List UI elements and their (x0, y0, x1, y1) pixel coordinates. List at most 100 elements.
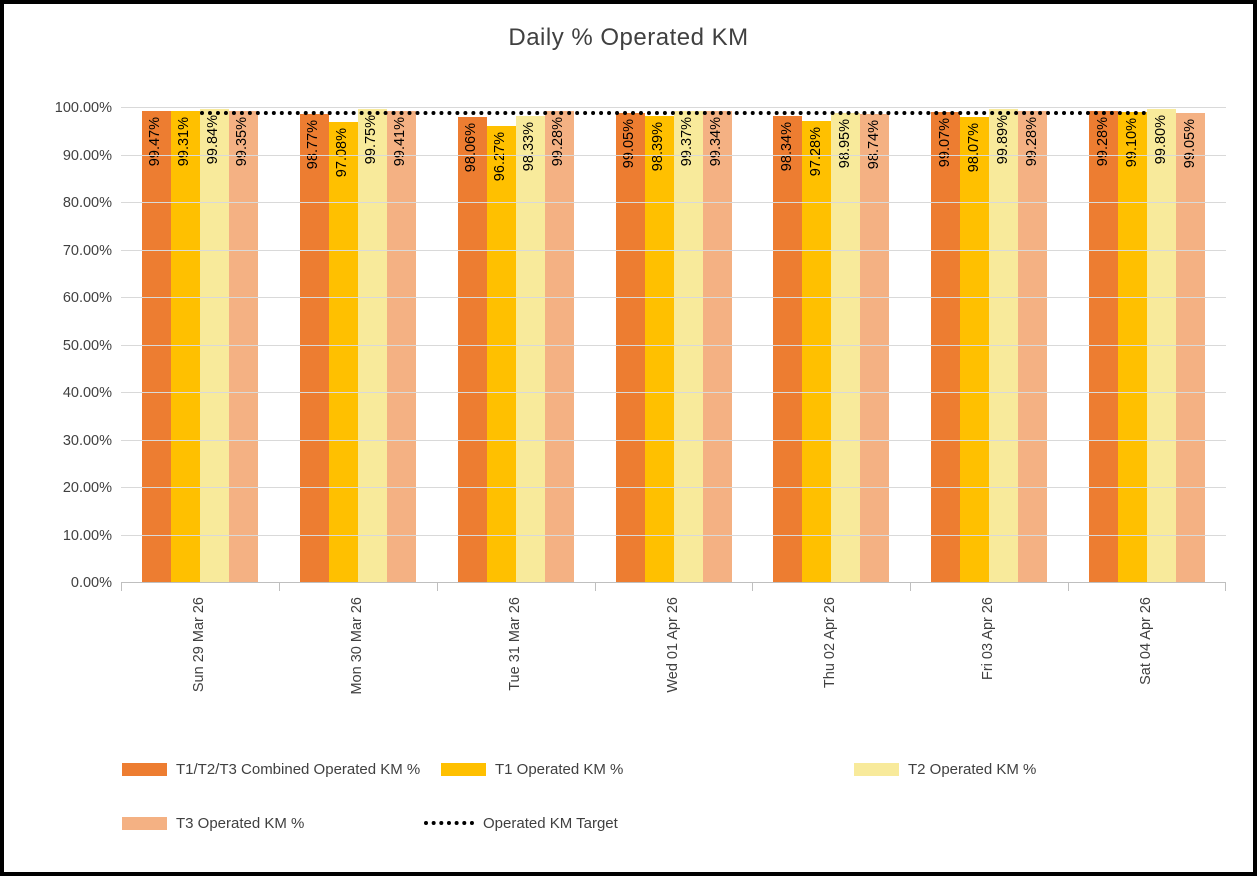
bar-group: 99.07% 98.07% 99.89% 99.28% (910, 108, 1068, 583)
bar: 99.34% (702, 111, 732, 583)
x-axis-tick (595, 583, 596, 591)
legend-swatch-t1 (441, 762, 486, 776)
bar: 99.07% (931, 112, 961, 583)
bar-group: 98.06% 96.27% 98.33% 99.28% (437, 108, 595, 583)
legend-label-t3: T3 Operated KM % (176, 814, 305, 832)
bar-data-label: 99.07% (936, 118, 953, 168)
bar-data-label: 99.10% (1123, 118, 1140, 168)
bar: 97.08% (328, 121, 358, 583)
legend-item-combined: T1/T2/T3 Combined Operated KM % (122, 759, 420, 779)
bar: 99.37% (673, 111, 703, 583)
x-axis-category-label: Thu 02 Apr 26 (822, 597, 839, 689)
target-line (199, 111, 1148, 115)
bar-data-label: 99.89% (994, 114, 1011, 164)
y-axis-tick-label: 70.00% (62, 242, 112, 259)
bar-data-label: 98.39% (650, 121, 667, 171)
bar-data-label: 99.28% (550, 117, 567, 167)
gridline (121, 202, 1226, 203)
legend-label-combined: T1/T2/T3 Combined Operated KM % (176, 760, 421, 778)
bar: 99.41% (386, 110, 416, 583)
legend-swatch-combined (122, 762, 167, 776)
legend-item-target: Operated KM Target (424, 813, 618, 833)
bar-series-container: 99.47% 99.31% 99.84% 99.35% 98.77% 97.08% 99.7… (121, 108, 1226, 583)
bar: 98.77% (299, 113, 329, 583)
bar: 99.75% (357, 109, 387, 583)
bar-group: 98.34% 97.28% 98.95% 98.74% (752, 108, 910, 583)
bar-data-label: 99.05% (621, 118, 638, 168)
x-axis-tick (121, 583, 122, 591)
bar-data-label: 99.41% (392, 116, 409, 166)
bar: 99.80% (1147, 108, 1177, 583)
bar-data-label: 99.34% (708, 117, 725, 167)
legend-label-t2: T2 Operated KM % (908, 760, 1037, 778)
bar: 99.31% (170, 111, 200, 583)
bar-data-label: 98.95% (836, 119, 853, 169)
bar-data-label: 98.77% (305, 119, 322, 170)
bar-data-label: 98.34% (778, 121, 795, 172)
bar-data-label: 99.75% (363, 115, 380, 165)
bar: 99.89% (989, 108, 1019, 583)
x-axis-category-label: Mon 30 Mar 26 (348, 597, 365, 695)
gridline (121, 107, 1226, 108)
x-axis-category-label: Sat 04 Apr 26 (1138, 597, 1155, 685)
bar: 96.27% (486, 125, 516, 583)
bar-data-label: 99.37% (679, 117, 696, 167)
x-axis-tick (1068, 583, 1069, 591)
bar: 99.05% (1176, 112, 1206, 583)
bar: 98.95% (831, 113, 861, 583)
bar: 98.39% (644, 115, 674, 583)
bar-group: 99.28% 99.10% 99.80% 99.05% (1068, 108, 1226, 583)
bar-data-label: 99.84% (205, 114, 222, 164)
y-axis-tick-label: 80.00% (62, 195, 112, 211)
gridline (121, 392, 1226, 393)
x-axis-category-label: Sun 29 Mar 26 (190, 597, 207, 693)
y-axis-tick-label: 20.00% (62, 480, 112, 496)
bar-data-label: 99.47% (147, 116, 164, 166)
legend-item-t2: T2 Operated KM % (854, 759, 1036, 779)
x-axis-line (121, 582, 1226, 583)
y-axis-tick-label: 100.00% (54, 100, 112, 116)
legend-item-t1: T1 Operated KM % (441, 759, 623, 779)
bar-group: 99.47% 99.31% 99.84% 99.35% (121, 108, 279, 583)
x-axis-category-label: Fri 03 Apr 26 (980, 597, 997, 681)
gridline (121, 439, 1226, 441)
bar-data-label: 98.74% (865, 120, 882, 170)
legend-label-target: Operated KM Target (483, 814, 618, 832)
x-axis-category-label: Tue 31 Mar 26 (506, 597, 523, 691)
bar: 99.05% (615, 112, 645, 583)
bar-data-label: 97.28% (807, 126, 824, 177)
bar: 98.34% (773, 115, 803, 583)
bar-data-label: 99.28% (1094, 117, 1111, 167)
y-axis-tick-label: 50.00% (62, 337, 112, 354)
x-axis-category-label: Wed 01 Apr 26 (664, 597, 681, 693)
y-axis-tick-label: 0.00% (70, 575, 112, 591)
plot-area: 99.47% 99.31% 99.84% 99.35% 98.77% 97.08% 99.7… (121, 107, 1226, 591)
gridline (121, 154, 1226, 156)
bar-data-label: 99.05% (1181, 118, 1198, 168)
legend-swatch-t3 (122, 816, 167, 830)
y-axis-tick-label: 60.00% (62, 290, 112, 306)
bar: 97.28% (802, 120, 832, 583)
legend-label-t1: T1 Operated KM % (495, 760, 624, 778)
bar: 99.28% (544, 111, 574, 583)
bar: 98.06% (457, 117, 487, 583)
gridline (121, 487, 1226, 488)
bar-data-label: 96.27% (492, 131, 509, 181)
x-axis-tick (1225, 583, 1226, 591)
y-axis-tick-label: 10.00% (62, 527, 112, 544)
gridline (121, 297, 1226, 298)
x-axis-labels: Sun 29 Mar 26 Mon 30 Mar 26 Tue 31 Mar 26 W… (121, 587, 1226, 737)
bar-data-label: 98.06% (463, 123, 480, 173)
bar-data-label: 98.07% (965, 123, 982, 173)
chart-title: Daily % Operated KM (508, 24, 749, 51)
bar-data-label: 97.08% (334, 127, 351, 178)
bar: 99.84% (199, 108, 229, 583)
bar-data-label: 99.35% (234, 117, 251, 167)
bar: 99.10% (1118, 112, 1148, 583)
gridline (121, 534, 1226, 536)
x-axis-tick (910, 583, 911, 591)
bar: 99.28% (1089, 111, 1119, 583)
bar: 99.28% (1018, 111, 1048, 583)
y-axis: 0.00% 10.00% 20.00% 30.00% 40.00% 50.00% 60.00… (4, 100, 112, 591)
